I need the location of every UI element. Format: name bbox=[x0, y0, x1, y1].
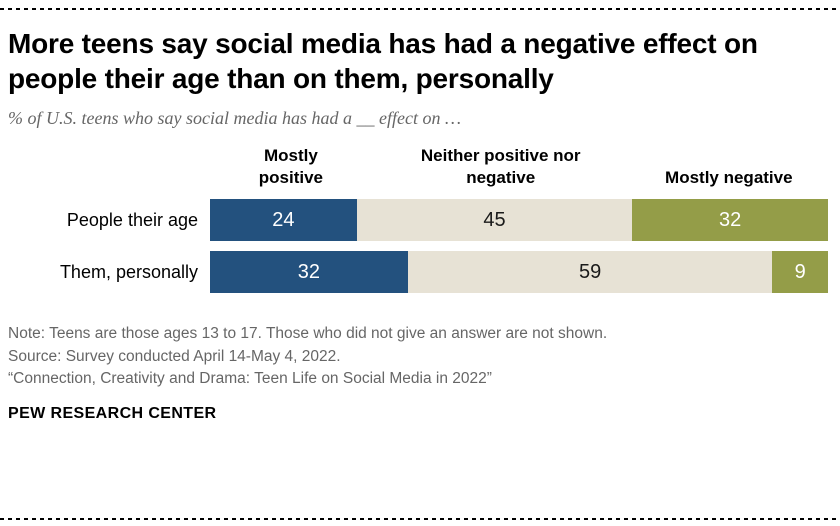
content-area: More teens say social media has had a ne… bbox=[0, 10, 840, 518]
category-label: Them, personally bbox=[59, 261, 198, 282]
header-mostly-negative: Mostly negative bbox=[665, 168, 793, 188]
bar-row-them-personally: Them, personally 32 59 9 bbox=[8, 251, 829, 294]
header-neither-positive-nor-negative: Neither positive nor negative bbox=[420, 146, 581, 188]
top-dashed-rule bbox=[0, 8, 840, 10]
segment-neither-positive-nor-negative: 59 bbox=[407, 251, 773, 294]
pew-research-center-wordmark: PEW RESEARCH CENTER bbox=[8, 404, 217, 422]
segment-mostly-negative: 9 bbox=[772, 251, 829, 294]
chart-subtitle: % of U.S. teens who say social media has… bbox=[8, 108, 461, 128]
stacked-bar: 32 59 9 bbox=[210, 251, 829, 294]
value-label: 59 bbox=[578, 260, 602, 283]
column-headers-row: Mostly positive Neither positive nor neg… bbox=[8, 145, 828, 189]
value-label: 24 bbox=[272, 208, 295, 231]
segment-mostly-positive: 32 bbox=[210, 251, 408, 294]
bar-row-people-their-age: People their age 24 45 32 bbox=[8, 199, 828, 242]
column-headers: Mostly positive Neither positive nor neg… bbox=[210, 145, 828, 189]
bottom-dashed-rule bbox=[0, 518, 840, 520]
stacked-bar-chart: Mostly positive Neither positive nor neg… bbox=[8, 145, 829, 303]
value-label: 32 bbox=[718, 208, 742, 231]
source-line: Source: Survey conducted April 14-May 4,… bbox=[8, 347, 341, 365]
bottom-spacer bbox=[8, 423, 828, 518]
segment-mostly-positive: 24 bbox=[210, 199, 357, 242]
category-label: People their age bbox=[66, 209, 198, 230]
footnotes: Note: Teens are those ages 13 to 17. Tho… bbox=[8, 323, 828, 390]
page-title: More teens say social media has had a ne… bbox=[8, 28, 758, 94]
segment-neither-positive-nor-negative: 45 bbox=[356, 199, 633, 242]
header-spacer bbox=[8, 145, 210, 189]
header-mostly-positive: Mostly positive bbox=[258, 146, 324, 188]
stacked-bar: 24 45 32 bbox=[210, 199, 828, 242]
value-label: 32 bbox=[297, 260, 320, 283]
value-label: 9 bbox=[794, 260, 806, 283]
note-line: Note: Teens are those ages 13 to 17. Tho… bbox=[8, 325, 608, 343]
value-label: 45 bbox=[483, 208, 506, 231]
segment-mostly-negative: 32 bbox=[632, 199, 828, 242]
report-title-line: “Connection, Creativity and Drama: Teen … bbox=[8, 370, 492, 388]
